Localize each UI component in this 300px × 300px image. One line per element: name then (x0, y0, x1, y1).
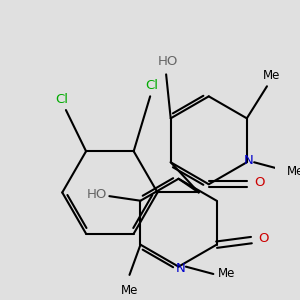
Text: HO: HO (158, 55, 178, 68)
Text: N: N (244, 154, 254, 167)
Text: Me: Me (287, 165, 300, 178)
Text: Me: Me (263, 69, 280, 82)
Text: O: O (254, 176, 264, 189)
Text: Me: Me (121, 284, 138, 297)
Text: O: O (258, 232, 268, 245)
Text: Me: Me (218, 268, 235, 281)
Text: HO: HO (86, 188, 107, 201)
Text: N: N (176, 262, 185, 275)
Text: Cl: Cl (55, 93, 68, 106)
Text: Cl: Cl (146, 79, 158, 92)
